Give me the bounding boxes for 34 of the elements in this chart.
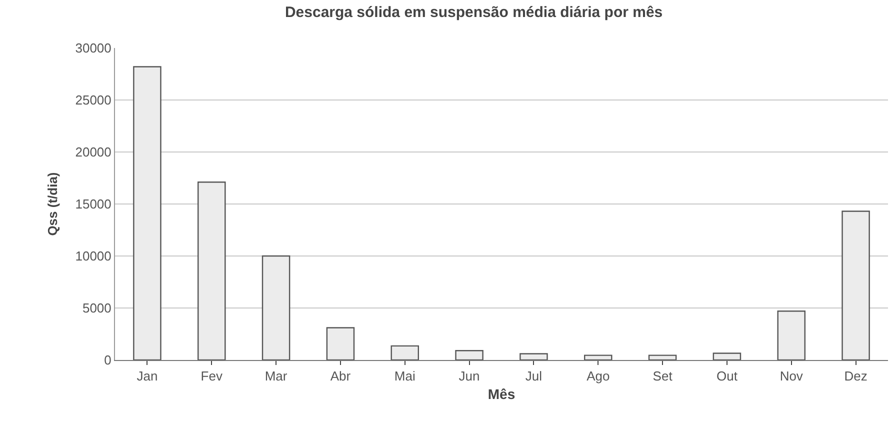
- x-tick-label: Fev: [200, 368, 223, 384]
- x-tick-label: Mar: [264, 368, 288, 384]
- bar: [842, 210, 870, 360]
- bar: [584, 354, 612, 360]
- x-tick-label: Nov: [780, 368, 804, 384]
- y-tick-label: 20000: [75, 144, 112, 160]
- x-axis-title: Mês: [488, 386, 516, 402]
- bar: [712, 352, 742, 360]
- x-tick-label: Mai: [394, 368, 416, 384]
- x-tick-label: Out: [716, 368, 738, 384]
- bar: [262, 255, 290, 360]
- x-tick-label: Jul: [525, 368, 542, 384]
- y-axis-title: Qss (t/dia): [45, 172, 60, 236]
- y-tick-label: 5000: [82, 300, 112, 316]
- y-tick-label: 25000: [75, 92, 112, 108]
- chart-title: Descarga sólida em suspensão média diária por mês: [284, 4, 663, 21]
- y-tick-label: 10000: [75, 248, 112, 264]
- x-tick-label: Abr: [330, 368, 352, 384]
- x-tick-label: Dez: [844, 368, 868, 384]
- x-tick-label: Jan: [136, 368, 158, 384]
- x-tick-label: Set: [652, 368, 673, 384]
- x-tick-label: Ago: [586, 368, 610, 384]
- bar: [455, 350, 484, 360]
- x-tick-label: Jun: [458, 368, 480, 384]
- y-tick-label: 15000: [75, 196, 112, 212]
- bar: [777, 310, 806, 360]
- bar: [390, 345, 419, 360]
- bar: [520, 353, 548, 360]
- bar: [326, 327, 355, 360]
- y-tick-label: 30000: [75, 40, 112, 56]
- bar: [198, 182, 226, 360]
- bar: [648, 354, 677, 360]
- bar: [133, 66, 162, 360]
- y-tick-label: 0: [104, 352, 112, 368]
